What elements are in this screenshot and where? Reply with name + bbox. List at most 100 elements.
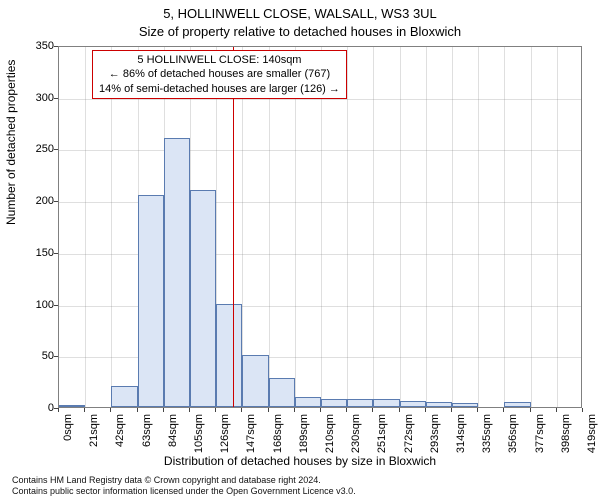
gridline-v [557, 47, 558, 407]
ytick-label: 350 [14, 40, 54, 52]
xtick-label: 42sqm [114, 414, 126, 447]
ytick-mark [54, 46, 58, 47]
ytick-mark [54, 356, 58, 357]
xtick-mark [372, 408, 373, 412]
histogram-bar [269, 378, 295, 407]
gridline-v [347, 47, 348, 407]
xtick-mark [84, 408, 85, 412]
gridline-v [242, 47, 243, 407]
xtick-mark [163, 408, 164, 412]
ytick-label: 50 [14, 350, 54, 362]
xtick-label: 189sqm [298, 414, 310, 453]
xtick-mark [346, 408, 347, 412]
histogram-bar [321, 399, 347, 407]
xtick-mark [268, 408, 269, 412]
xtick-label: 0sqm [62, 414, 74, 441]
xtick-label: 168sqm [272, 414, 284, 453]
histogram-bar [400, 401, 426, 407]
gridline-v [321, 47, 322, 407]
xtick-label: 293sqm [429, 414, 441, 453]
xtick-label: 230sqm [350, 414, 362, 453]
histogram-bar [242, 355, 268, 407]
xtick-label: 419sqm [586, 414, 598, 453]
chart-container: 5, HOLLINWELL CLOSE, WALSALL, WS3 3UL Si… [0, 0, 600, 500]
gridline-v [531, 47, 532, 407]
gridline-v [426, 47, 427, 407]
xtick-mark [399, 408, 400, 412]
histogram-bar [295, 397, 321, 407]
xtick-mark [477, 408, 478, 412]
annotation-box: 5 HOLLINWELL CLOSE: 140sqm ← 86% of deta… [92, 50, 347, 99]
xtick-label: 272sqm [403, 414, 415, 453]
ytick-mark [54, 305, 58, 306]
histogram-bar [426, 402, 452, 407]
annotation-line3: 14% of semi-detached houses are larger (… [99, 82, 340, 96]
xtick-label: 105sqm [193, 414, 205, 453]
xtick-mark [110, 408, 111, 412]
footer-line2: Contains public sector information licen… [12, 486, 356, 497]
ytick-mark [54, 98, 58, 99]
histogram-bar [138, 195, 164, 407]
xtick-label: 356sqm [507, 414, 519, 453]
ytick-mark [54, 253, 58, 254]
xtick-label: 126sqm [219, 414, 231, 453]
histogram-bar [452, 403, 478, 407]
histogram-bar [216, 304, 242, 407]
ytick-label: 200 [14, 195, 54, 207]
gridline-v [295, 47, 296, 407]
histogram-bar [347, 399, 373, 407]
xtick-label: 314sqm [455, 414, 467, 453]
annotation-line1: 5 HOLLINWELL CLOSE: 140sqm [99, 53, 340, 67]
xtick-label: 21sqm [88, 414, 100, 447]
footer-line1: Contains HM Land Registry data © Crown c… [12, 475, 356, 486]
ytick-mark [54, 149, 58, 150]
histogram-bar [190, 190, 216, 407]
xtick-label: 335sqm [481, 414, 493, 453]
histogram-bar [164, 138, 190, 407]
xtick-label: 398sqm [560, 414, 572, 453]
xtick-label: 210sqm [324, 414, 336, 453]
xtick-label: 84sqm [167, 414, 179, 447]
xtick-mark [425, 408, 426, 412]
gridline-v [373, 47, 374, 407]
histogram-bar [373, 399, 399, 407]
xtick-mark [137, 408, 138, 412]
gridline-v [85, 47, 86, 407]
ytick-label: 0 [14, 402, 54, 414]
ytick-mark [54, 201, 58, 202]
footer-attribution: Contains HM Land Registry data © Crown c… [12, 475, 356, 497]
gridline-v [111, 47, 112, 407]
xtick-label: 377sqm [534, 414, 546, 453]
ytick-label: 250 [14, 143, 54, 155]
xtick-mark [189, 408, 190, 412]
xtick-mark [556, 408, 557, 412]
xtick-label: 63sqm [141, 414, 153, 447]
xtick-mark [582, 408, 583, 412]
xtick-label: 147sqm [245, 414, 257, 453]
plot-area [58, 46, 582, 408]
xtick-mark [451, 408, 452, 412]
histogram-bar [111, 386, 137, 407]
gridline-v [269, 47, 270, 407]
xtick-mark [215, 408, 216, 412]
chart-subtitle: Size of property relative to detached ho… [0, 24, 600, 39]
xtick-mark [294, 408, 295, 412]
marker-line [233, 47, 234, 407]
chart-title: 5, HOLLINWELL CLOSE, WALSALL, WS3 3UL [0, 6, 600, 21]
xtick-label: 251sqm [376, 414, 388, 453]
xtick-mark [503, 408, 504, 412]
gridline-v [478, 47, 479, 407]
xtick-mark [320, 408, 321, 412]
xtick-mark [241, 408, 242, 412]
annotation-line2: ← 86% of detached houses are smaller (76… [99, 67, 340, 81]
histogram-bar [59, 405, 85, 407]
ytick-label: 300 [14, 92, 54, 104]
xtick-mark [58, 408, 59, 412]
ytick-label: 100 [14, 299, 54, 311]
gridline-v [452, 47, 453, 407]
x-axis-label: Distribution of detached houses by size … [0, 454, 600, 468]
ytick-label: 150 [14, 247, 54, 259]
gridline-v [400, 47, 401, 407]
xtick-mark [530, 408, 531, 412]
gridline-v [504, 47, 505, 407]
